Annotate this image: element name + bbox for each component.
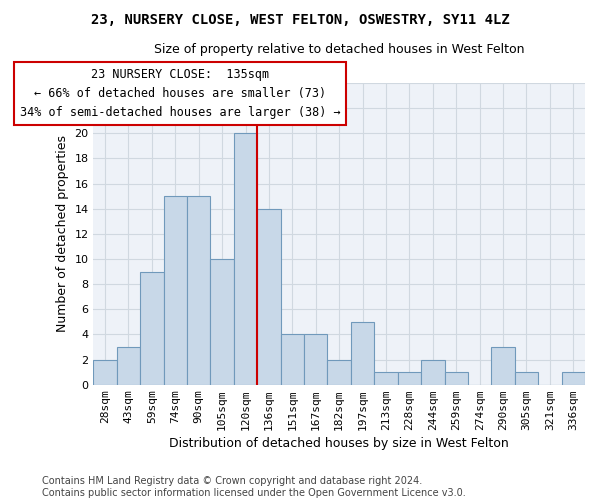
Bar: [421, 360, 445, 384]
Title: Size of property relative to detached houses in West Felton: Size of property relative to detached ho…: [154, 42, 524, 56]
Bar: [374, 372, 398, 384]
Text: Contains HM Land Registry data © Crown copyright and database right 2024.
Contai: Contains HM Land Registry data © Crown c…: [42, 476, 466, 498]
Bar: [515, 372, 538, 384]
Text: 23, NURSERY CLOSE, WEST FELTON, OSWESTRY, SY11 4LZ: 23, NURSERY CLOSE, WEST FELTON, OSWESTRY…: [91, 12, 509, 26]
Bar: [304, 334, 328, 384]
Text: 23 NURSERY CLOSE:  135sqm
← 66% of detached houses are smaller (73)
34% of semi-: 23 NURSERY CLOSE: 135sqm ← 66% of detach…: [20, 68, 340, 118]
Bar: [445, 372, 468, 384]
Bar: [562, 372, 585, 384]
Bar: [94, 360, 117, 384]
Bar: [234, 134, 257, 384]
Bar: [328, 360, 351, 384]
Y-axis label: Number of detached properties: Number of detached properties: [56, 136, 69, 332]
Bar: [491, 347, 515, 385]
X-axis label: Distribution of detached houses by size in West Felton: Distribution of detached houses by size …: [169, 437, 509, 450]
Bar: [164, 196, 187, 384]
Bar: [211, 259, 234, 384]
Bar: [187, 196, 211, 384]
Bar: [281, 334, 304, 384]
Bar: [117, 347, 140, 385]
Bar: [351, 322, 374, 384]
Bar: [257, 208, 281, 384]
Bar: [140, 272, 164, 384]
Bar: [398, 372, 421, 384]
